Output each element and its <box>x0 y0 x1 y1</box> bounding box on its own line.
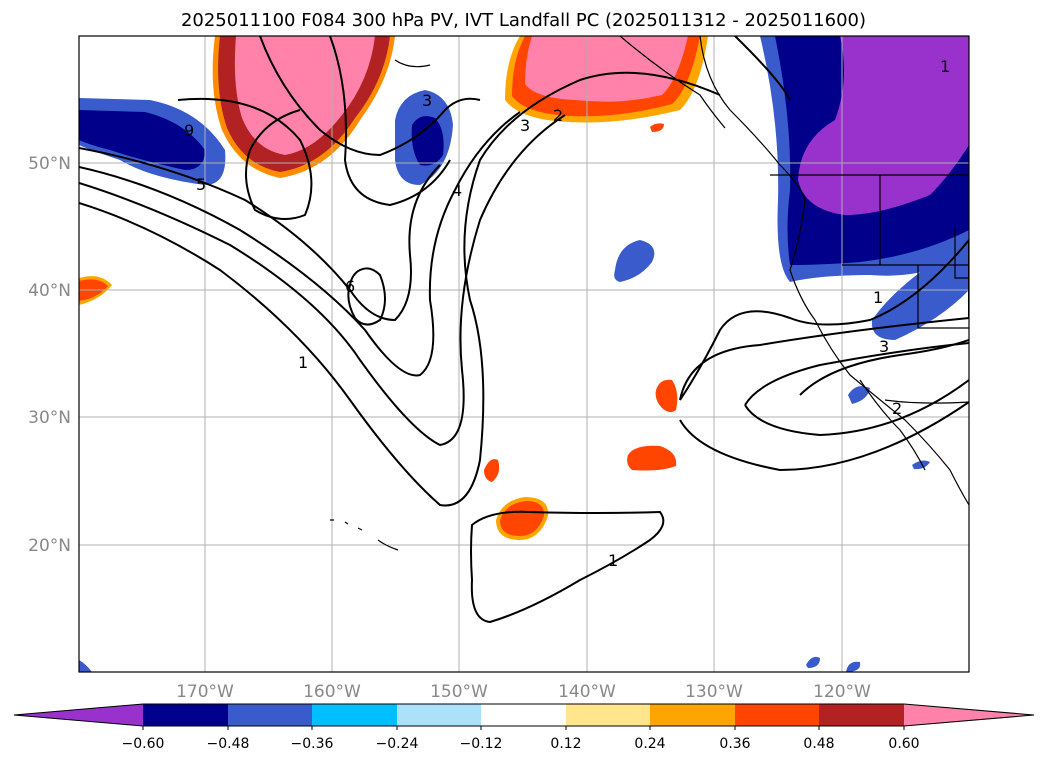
map-frame <box>78 35 970 673</box>
colorbar-segment <box>735 704 819 726</box>
colorbar-label: −0.24 <box>376 736 419 752</box>
contour-label: 3 <box>879 337 889 356</box>
contour-label: 2 <box>553 106 563 125</box>
contour-label: 1 <box>298 353 308 372</box>
lon-label: 130°W <box>685 682 743 702</box>
map-title: 2025011100 F084 300 hPa PV, IVT Landfall… <box>180 10 867 31</box>
gridlines <box>79 36 969 672</box>
colorbar-segment <box>566 704 650 726</box>
contour-label: 9 <box>184 121 194 140</box>
contour-label: 3 <box>520 116 530 135</box>
lon-label: 120°W <box>813 682 871 702</box>
lon-labels: 170°W 160°W 150°W 140°W 130°W 120°W <box>176 682 871 702</box>
colorbar-segment <box>397 704 481 726</box>
colorbar-segment <box>228 704 312 726</box>
colorbar-label: −0.48 <box>207 736 250 752</box>
colorbar: −0.60 −0.48 −0.36 −0.24 −0.12 0.12 0.24 … <box>13 703 1035 752</box>
contour-label: 2 <box>892 399 902 418</box>
colorbar-segment <box>143 704 228 726</box>
colorbar-label: 0.12 <box>550 736 581 752</box>
colorbar-segment <box>819 704 904 726</box>
colorbar-label: 0.48 <box>803 736 834 752</box>
lat-label: 40°N <box>28 281 71 301</box>
lat-label: 50°N <box>28 154 71 174</box>
colorbar-segment <box>904 704 1034 726</box>
contour-labels: 1 1 1 1 2 2 3 3 3 4 5 6 9 <box>184 57 950 570</box>
colorbar-label: −0.12 <box>460 736 503 752</box>
colorbar-label: 0.36 <box>719 736 750 752</box>
contour-label: 1 <box>940 57 950 76</box>
colorbar-label: −0.60 <box>122 736 165 752</box>
contour-label: 4 <box>452 181 462 200</box>
contour-label: 6 <box>345 277 355 296</box>
lon-label: 150°W <box>430 682 488 702</box>
colorbar-label: 0.60 <box>888 736 919 752</box>
lon-label: 140°W <box>558 682 616 702</box>
colorbar-label: −0.36 <box>291 736 334 752</box>
contour-label: 5 <box>196 175 206 194</box>
colorbar-segment <box>14 704 143 726</box>
colorbar-segment <box>312 704 397 726</box>
lon-label: 170°W <box>176 682 234 702</box>
contour-label: 1 <box>608 551 618 570</box>
lat-label: 30°N <box>28 408 71 428</box>
lat-label: 20°N <box>28 536 71 556</box>
colorbar-segment <box>481 704 566 726</box>
lon-label: 160°W <box>303 682 361 702</box>
colorbar-label: 0.24 <box>634 736 665 752</box>
lat-labels: 50°N 40°N 30°N 20°N <box>28 154 71 556</box>
contour-label: 3 <box>422 91 432 110</box>
contour-label: 1 <box>873 288 883 307</box>
colorbar-segment <box>650 704 735 726</box>
ivt-contours <box>79 36 969 624</box>
